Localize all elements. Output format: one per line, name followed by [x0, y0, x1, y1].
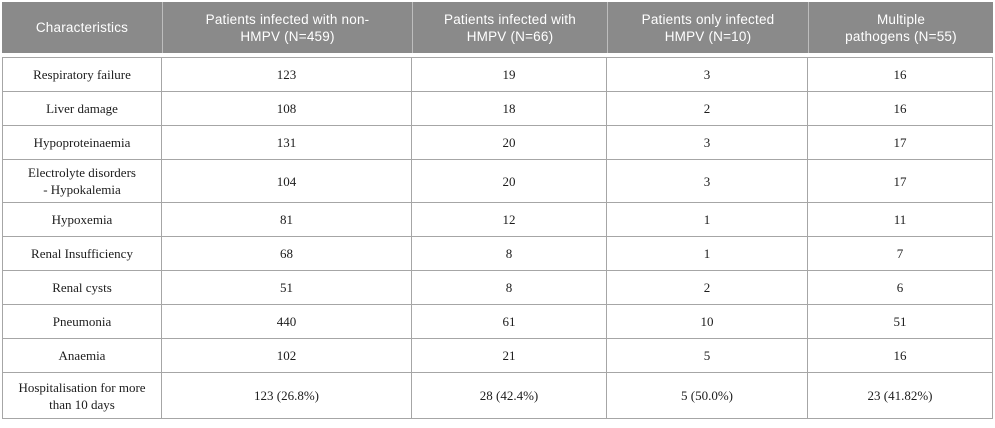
header-row: Characteristics Patients infected with n… — [2, 2, 993, 53]
row-label: Pneumonia — [2, 305, 162, 339]
cell: 20 — [412, 160, 607, 203]
cell: 23 (41.82%) — [808, 373, 993, 419]
cell: 123 (26.8%) — [162, 373, 412, 419]
cell: 16 — [808, 92, 993, 126]
table-row: Renal Insufficiency 68 8 1 7 — [2, 237, 993, 271]
table-body: Respiratory failure 123 19 3 16 Liver da… — [2, 57, 993, 419]
cell: 108 — [162, 92, 412, 126]
column-header-multiple-pathogens: Multiple pathogens (N=55) — [808, 2, 993, 53]
table-row: Anaemia 102 21 5 16 — [2, 339, 993, 373]
cell: 19 — [412, 57, 607, 92]
row-label: Hypoproteinaemia — [2, 126, 162, 160]
cell: 3 — [607, 126, 808, 160]
row-label: Renal cysts — [2, 271, 162, 305]
cell: 21 — [412, 339, 607, 373]
cell: 20 — [412, 126, 607, 160]
table-row: Electrolyte disorders - Hypokalemia 104 … — [2, 160, 993, 203]
cell: 8 — [412, 271, 607, 305]
cell: 1 — [607, 237, 808, 271]
cell: 10 — [607, 305, 808, 339]
complications-table: Characteristics Patients infected with n… — [2, 2, 993, 419]
cell: 123 — [162, 57, 412, 92]
cell: 68 — [162, 237, 412, 271]
cell: 18 — [412, 92, 607, 126]
table-row: Hospitalisation for more than 10 days 12… — [2, 373, 993, 419]
row-label: Liver damage — [2, 92, 162, 126]
column-header-characteristics: Characteristics — [2, 2, 162, 53]
row-label: Hypoxemia — [2, 203, 162, 237]
cell: 11 — [808, 203, 993, 237]
row-label: Electrolyte disorders - Hypokalemia — [2, 160, 162, 203]
cell: 3 — [607, 57, 808, 92]
column-header-non-hmpv: Patients infected with non- HMPV (N=459) — [162, 2, 412, 53]
table-row: Hypoproteinaemia 131 20 3 17 — [2, 126, 993, 160]
cell: 440 — [162, 305, 412, 339]
table-header: Characteristics Patients infected with n… — [2, 2, 993, 53]
table-row: Renal cysts 51 8 2 6 — [2, 271, 993, 305]
cell: 12 — [412, 203, 607, 237]
cell: 16 — [808, 339, 993, 373]
cell: 81 — [162, 203, 412, 237]
cell: 1 — [607, 203, 808, 237]
cell: 17 — [808, 160, 993, 203]
cell: 7 — [808, 237, 993, 271]
cell: 5 (50.0%) — [607, 373, 808, 419]
cell: 28 (42.4%) — [412, 373, 607, 419]
cell: 8 — [412, 237, 607, 271]
column-header-only-hmpv: Patients only infected HMPV (N=10) — [607, 2, 808, 53]
row-label: Anaemia — [2, 339, 162, 373]
cell: 61 — [412, 305, 607, 339]
row-label: Hospitalisation for more than 10 days — [2, 373, 162, 419]
table-row: Hypoxemia 81 12 1 11 — [2, 203, 993, 237]
cell: 131 — [162, 126, 412, 160]
row-label: Respiratory failure — [2, 57, 162, 92]
cell: 3 — [607, 160, 808, 203]
cell: 6 — [808, 271, 993, 305]
table-row: Pneumonia 440 61 10 51 — [2, 305, 993, 339]
cell: 2 — [607, 271, 808, 305]
cell: 104 — [162, 160, 412, 203]
cell: 51 — [162, 271, 412, 305]
cell: 102 — [162, 339, 412, 373]
row-label: Renal Insufficiency — [2, 237, 162, 271]
cell: 17 — [808, 126, 993, 160]
table-row: Liver damage 108 18 2 16 — [2, 92, 993, 126]
cell: 51 — [808, 305, 993, 339]
column-header-hmpv: Patients infected with HMPV (N=66) — [412, 2, 607, 53]
cell: 16 — [808, 57, 993, 92]
table-row: Respiratory failure 123 19 3 16 — [2, 57, 993, 92]
cell: 5 — [607, 339, 808, 373]
cell: 2 — [607, 92, 808, 126]
